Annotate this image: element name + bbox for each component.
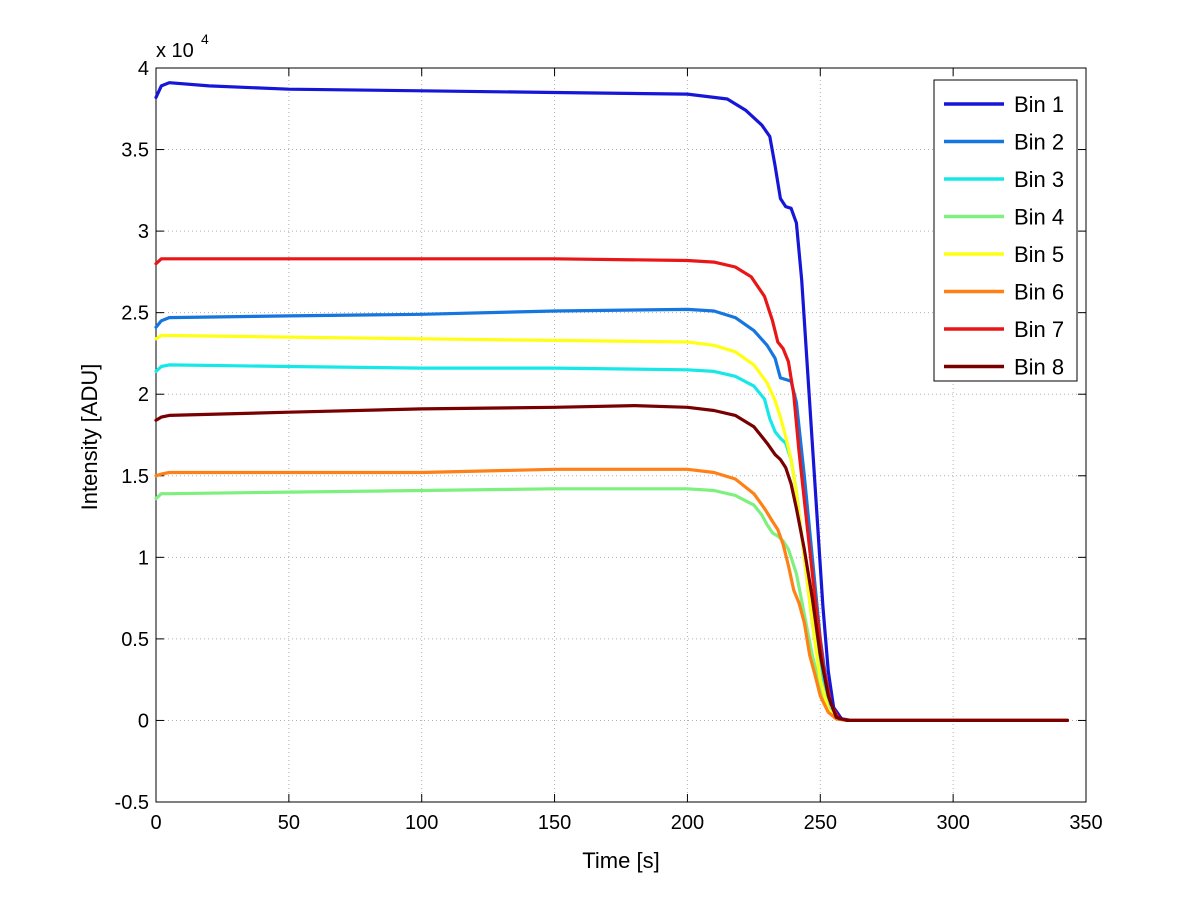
y-tick-label: 2.5 xyxy=(121,303,149,325)
y-axis-exponent-base: x 10 xyxy=(156,40,194,62)
y-tick-label: 4 xyxy=(138,58,149,80)
x-axis-label: Time [s] xyxy=(582,848,659,873)
legend-label-bin-1: Bin 1 xyxy=(1014,92,1064,117)
series-line-bin-5 xyxy=(154,333,1070,723)
legend-label-bin-5: Bin 5 xyxy=(1014,242,1064,267)
legend-label-bin-8: Bin 8 xyxy=(1014,355,1064,380)
x-tick-label: 300 xyxy=(936,812,969,834)
y-axis-label: Intensity [ADU] xyxy=(77,364,102,511)
y-tick-label: 0 xyxy=(138,710,149,732)
series-line-bin-6 xyxy=(154,467,1070,723)
x-tick-label: 350 xyxy=(1069,812,1102,834)
plot-area-frame xyxy=(155,67,1087,803)
y-tick-label: 1.5 xyxy=(121,466,149,488)
axis-ticks: 0 50 100 150 200 250 300 350-0.500.511.522.533.… xyxy=(115,58,1103,834)
y-axis-exponent-power: 4 xyxy=(201,31,209,47)
series-line-bin-8 xyxy=(154,404,1070,723)
legend-label-bin-7: Bin 7 xyxy=(1014,317,1064,342)
x-tick-label: 0 xyxy=(150,812,161,834)
y-tick-label: 2 xyxy=(138,384,149,406)
x-tick-label: 100 xyxy=(405,812,438,834)
legend: Bin 1 Bin 2 Bin 3 Bin 4 Bin 5 Bin 6 Bin 7 Bin 8 xyxy=(933,79,1078,382)
y-tick-label: 0.5 xyxy=(121,629,149,651)
legend-label-bin-4: Bin 4 xyxy=(1014,205,1064,230)
y-tick-label: -0.5 xyxy=(115,792,149,814)
x-tick-label: 50 xyxy=(278,812,300,834)
grid-lines xyxy=(156,68,1086,802)
y-tick-label: 3.5 xyxy=(121,140,149,162)
x-tick-label: 200 xyxy=(671,812,704,834)
legend-box xyxy=(933,79,1078,382)
series-line-bin-1 xyxy=(154,81,1070,723)
legend-label-bin-2: Bin 2 xyxy=(1014,130,1064,155)
y-tick-label: 1 xyxy=(138,547,149,569)
y-tick-label: 3 xyxy=(138,221,149,243)
x-tick-label: 150 xyxy=(538,812,571,834)
data-series xyxy=(154,81,1070,723)
legend-label-bin-3: Bin 3 xyxy=(1014,167,1064,192)
legend-label-bin-6: Bin 6 xyxy=(1014,280,1064,305)
x-tick-label: 250 xyxy=(804,812,837,834)
